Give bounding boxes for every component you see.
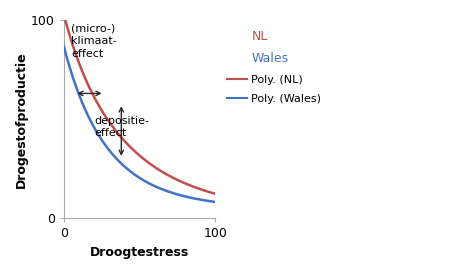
Text: depositie-
effect: depositie- effect <box>94 116 149 138</box>
X-axis label: Droogtestress: Droogtestress <box>90 246 189 259</box>
Text: (micro-)
klimaat-
effect: (micro-) klimaat- effect <box>71 24 117 59</box>
Legend: NL, Wales, Poly. (NL), Poly. (Wales): NL, Wales, Poly. (NL), Poly. (Wales) <box>223 25 326 109</box>
Y-axis label: Drogestofproductie: Drogestofproductie <box>15 51 28 187</box>
